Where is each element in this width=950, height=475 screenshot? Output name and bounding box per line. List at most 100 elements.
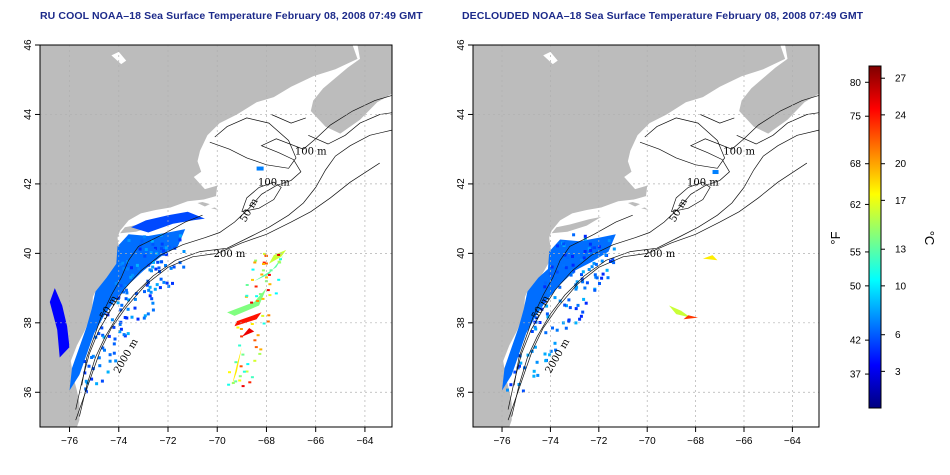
sst-pixel <box>569 273 573 277</box>
sst-pixel <box>114 281 118 285</box>
sst-pixel <box>162 252 166 256</box>
sst-pixel <box>600 276 604 280</box>
sst-pixel <box>134 292 138 296</box>
sst-pixel <box>142 235 146 239</box>
sst-pixel <box>509 383 513 387</box>
land-mass <box>197 202 210 207</box>
celsius-label: 13 <box>895 245 907 256</box>
sst-pixel <box>119 320 123 324</box>
sst-pixel <box>245 370 249 373</box>
sst-pixel <box>590 265 594 269</box>
sst-pixel <box>248 381 252 384</box>
sst-pixel <box>533 345 537 349</box>
sst-pixel <box>97 356 101 360</box>
celsius-label: 3 <box>895 367 901 378</box>
sst-pixel <box>530 330 534 333</box>
depth-contour <box>241 181 282 213</box>
land-mass <box>739 45 819 134</box>
sst-pixel <box>267 314 271 317</box>
sst-pixel <box>130 266 133 270</box>
sst-pixel <box>601 272 605 276</box>
sst-pixel <box>151 301 155 305</box>
sst-pixel <box>563 303 567 307</box>
depth-contour <box>507 162 808 421</box>
map-frame <box>39 44 393 428</box>
sst-pixel <box>593 288 597 292</box>
sst-pixel <box>130 315 134 319</box>
sst-pixel <box>254 259 258 262</box>
sst-pixel <box>264 262 268 265</box>
sst-pixel <box>594 262 598 266</box>
sst-pixel <box>277 260 281 263</box>
sst-pixel <box>87 364 91 368</box>
chesapeake-sst <box>49 288 70 358</box>
x-tick-label: −68 <box>687 436 704 447</box>
depth-contour <box>511 129 819 417</box>
sst-pixel <box>236 326 240 329</box>
sst-pixel <box>133 306 137 310</box>
sst-pixel <box>605 268 609 272</box>
sst-pixel <box>267 273 271 276</box>
sst-pixel <box>159 277 163 281</box>
sst-pixel <box>563 253 567 257</box>
sst-pixel <box>606 276 610 280</box>
temperature-colorbar: 27 80 24 75 20 68 17 62 13 55 10 50 6 42 3 37 °F °C <box>828 65 937 409</box>
depth-contour <box>75 95 392 410</box>
sst-pixel <box>143 314 147 318</box>
sst-pixel <box>562 264 566 268</box>
sst-pixel <box>277 278 281 281</box>
right-panel-title: DECLOUDED NOAA–18 Sea Surface Temperatur… <box>462 10 864 22</box>
sst-pixel <box>592 261 596 265</box>
sst-pixel <box>534 327 538 331</box>
sst-pixel <box>577 253 581 257</box>
depth-contour <box>75 162 380 421</box>
sst-pixel <box>258 352 262 355</box>
x-tick-label: −72 <box>590 436 607 447</box>
sst-pixel <box>583 286 587 290</box>
sst-pixel <box>553 296 557 300</box>
warm-filament <box>227 288 267 316</box>
y-tick-label: 46 <box>456 39 467 51</box>
sst-pixel <box>122 267 126 271</box>
sst-pixel <box>131 273 135 277</box>
y-tick-label: 36 <box>23 386 34 398</box>
left-panel-title: RU COOL NOAA–18 Sea Surface Temperature … <box>40 10 423 22</box>
sst-pixel <box>584 301 588 305</box>
sst-pixel <box>258 293 262 296</box>
sst-pixel <box>538 306 542 310</box>
sst-pixel <box>172 265 176 269</box>
sst-pixel <box>251 278 254 281</box>
sst-pixel <box>182 265 186 269</box>
depth-contour <box>271 114 306 124</box>
sst-pixel <box>120 303 124 307</box>
sst-pixel <box>147 263 151 267</box>
sst-pixel <box>169 266 173 270</box>
sst-pixel <box>595 246 599 250</box>
sst-pixel <box>103 348 106 352</box>
sst-pixel <box>152 260 156 264</box>
sst-pixel <box>178 238 182 242</box>
sst-pixel <box>150 297 154 301</box>
sst-pixel <box>609 259 612 263</box>
fahrenheit-unit: °F <box>828 231 843 244</box>
sst-pixel <box>571 263 575 267</box>
fahrenheit-label: 62 <box>850 200 862 211</box>
sst-pixel <box>148 294 152 298</box>
sst-pixel <box>268 283 272 286</box>
sst-pixel <box>572 269 576 273</box>
colorbar-gradient <box>868 65 882 409</box>
sst-pixel <box>165 281 169 285</box>
sst-pixel <box>151 308 155 312</box>
sst-pixel <box>261 314 265 317</box>
sst-pixel <box>553 341 557 345</box>
sst-pixel <box>549 349 553 353</box>
sst-pixel <box>583 237 587 241</box>
sst-pixel <box>145 283 149 287</box>
x-tick-label: −68 <box>258 436 275 447</box>
sst-pixel <box>567 319 571 323</box>
sst-pixel <box>151 265 155 269</box>
celsius-label: 6 <box>895 330 901 341</box>
sst-pixel <box>124 288 128 292</box>
